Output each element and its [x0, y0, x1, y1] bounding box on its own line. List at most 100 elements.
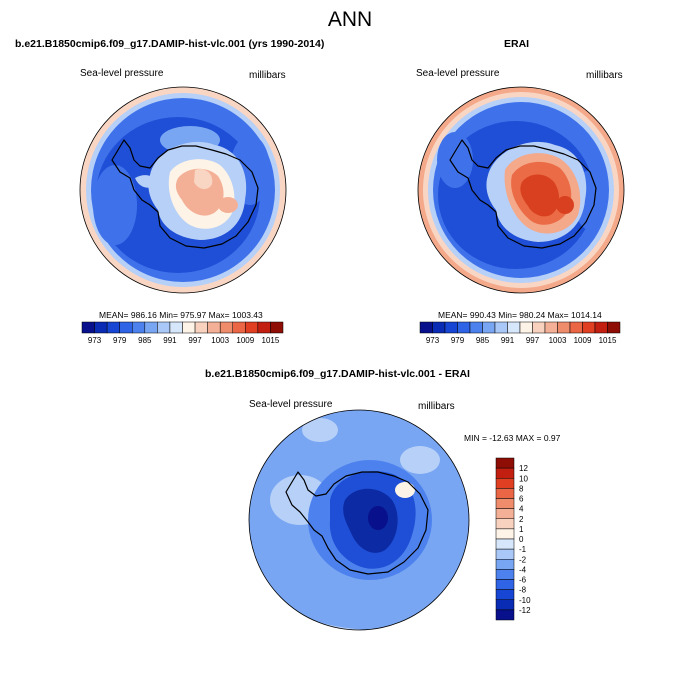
colorbar-erai: 973 979 985 991 997 1003 1009 1015 [419, 321, 621, 345]
colorbar-erai-tick-label: 973 [426, 336, 440, 345]
map2-boundary [417, 86, 625, 294]
colorbar-difference-swatch [495, 478, 515, 489]
map1-antarctica-coastline [111, 139, 259, 249]
colorbar-difference-swatch [495, 488, 515, 499]
colorbar-model-swatch [182, 321, 196, 334]
colorbar-difference-tick-label: -8 [519, 586, 527, 595]
colorbar-model-swatch [270, 321, 284, 334]
map2-plateau-high [520, 174, 560, 217]
panel3-stats: MIN = -12.63 MAX = 0.97 [464, 433, 561, 443]
colorbar-model-swatch [245, 321, 259, 334]
colorbar-difference-tick-label: 10 [519, 474, 528, 483]
colorbar-erai-swatch [569, 321, 583, 334]
colorbar-difference-tick-label: 2 [519, 515, 524, 524]
colorbar-difference-tick-label: 1 [519, 525, 524, 534]
map-model-slp [79, 86, 287, 294]
colorbar-erai-tick-label: 1003 [549, 336, 567, 345]
colorbar-difference-tick-label: -10 [519, 596, 531, 605]
colorbar-model-swatch [132, 321, 146, 334]
panel2-variable-label: Sea-level pressure [416, 68, 500, 79]
map2-blue-patch-west [437, 132, 473, 188]
colorbar-erai-swatch [594, 321, 608, 334]
map3-boundary [248, 409, 470, 631]
colorbar-erai-swatch [519, 321, 533, 334]
colorbar-difference-tick-label: 12 [519, 464, 528, 473]
colorbar-model-swatch [169, 321, 183, 334]
map2-antarctica-coastline [449, 139, 597, 249]
colorbar-erai-tick-label: 991 [501, 336, 515, 345]
colorbar-model-swatch [106, 321, 120, 334]
colorbar-difference-swatch [495, 569, 515, 580]
colorbar-model-tick-label: 997 [188, 336, 202, 345]
colorbar-model-tick-label: 1015 [262, 336, 280, 345]
colorbar-erai-swatch [607, 321, 621, 334]
colorbar-difference-tick-label: -4 [519, 565, 527, 574]
colorbar-model-tick-label: 973 [88, 336, 102, 345]
colorbar-model-swatch [207, 321, 221, 334]
colorbar-erai-swatch [557, 321, 571, 334]
colorbar-difference-swatch [495, 579, 515, 590]
map1-peninsula-pale [135, 175, 160, 188]
colorbar-model-swatch [157, 321, 171, 334]
panel2-units-label: millibars [586, 70, 623, 81]
map-difference [248, 409, 470, 631]
colorbar-difference-tick-label: -6 [519, 576, 527, 585]
colorbar-model-swatch [194, 321, 208, 334]
panel3-units-label: millibars [418, 401, 455, 412]
colorbar-difference-swatch [495, 498, 515, 509]
colorbar-model-swatch [94, 321, 108, 334]
colorbar-difference-swatch [495, 538, 515, 550]
colorbar-model-swatch [219, 321, 233, 334]
colorbar-difference-swatch [495, 559, 515, 570]
panel1-title: b.e21.B1850cmip6.f09_g17.DAMIP-hist-vlc.… [15, 38, 325, 50]
colorbar-difference-swatch [495, 508, 515, 519]
map1-boundary [79, 86, 287, 294]
map3-antarctica-coastline [285, 471, 429, 575]
colorbar-model-tick-label: 1003 [211, 336, 229, 345]
colorbar-difference-tick-label: -12 [519, 606, 531, 615]
colorbar-erai-swatch [457, 321, 471, 334]
colorbar-model-swatch [144, 321, 158, 334]
map3-min-core [368, 506, 388, 530]
colorbar-difference-tick-label: 8 [519, 484, 524, 493]
colorbar-difference-swatch [495, 599, 515, 611]
panel2-title: ERAI [504, 38, 530, 50]
colorbar-difference-tick-label: 6 [519, 495, 524, 504]
colorbar-model-tick-label: 1009 [236, 336, 254, 345]
map1-blue-patch-west [93, 165, 137, 245]
colorbar-erai-tick-label: 1015 [599, 336, 617, 345]
colorbar-difference-tick-label: 4 [519, 505, 524, 514]
colorbar-erai-swatch [532, 321, 546, 334]
colorbar-difference-swatch [495, 457, 515, 469]
colorbar-model-swatch [232, 321, 246, 334]
colorbar-difference-tick-label: 0 [519, 535, 524, 544]
colorbar-erai-swatch [544, 321, 558, 334]
map1-east-high [218, 197, 238, 213]
colorbar-model-swatch [119, 321, 133, 334]
colorbar-model-swatch [257, 321, 271, 334]
map3-pale-northeast [400, 446, 440, 474]
panel3-title: b.e21.B1850cmip6.f09_g17.DAMIP-hist-vlc.… [205, 368, 470, 380]
colorbar-erai-tick-label: 997 [526, 336, 540, 345]
map-erai-slp [417, 86, 625, 294]
panel2-stats: MEAN= 990.43 Min= 980.24 Max= 1014.14 [438, 310, 602, 320]
map2-east-high [556, 196, 574, 214]
panel1-variable-label: Sea-level pressure [80, 68, 164, 79]
colorbar-difference-swatch [495, 609, 515, 621]
colorbar-model-tick-label: 991 [163, 336, 177, 345]
colorbar-difference-swatch [495, 528, 515, 540]
colorbar-model: 973 979 985 991 997 1003 1009 1015 [81, 321, 284, 345]
colorbar-difference-swatch [495, 467, 515, 479]
colorbar-model-swatch [81, 321, 95, 334]
panel1-units-label: millibars [249, 70, 286, 81]
colorbar-erai-swatch [469, 321, 483, 334]
colorbar-erai-swatch [444, 321, 458, 334]
colorbar-erai-swatch [582, 321, 596, 334]
colorbar-erai-swatch [482, 321, 496, 334]
colorbar-erai-swatch [419, 321, 433, 334]
panel1-stats: MEAN= 986.16 Min= 975.97 Max= 1003.43 [99, 310, 263, 320]
map1-plateau-hole [194, 168, 213, 190]
colorbar-erai-swatch [494, 321, 508, 334]
map3-pale-north [302, 418, 338, 442]
